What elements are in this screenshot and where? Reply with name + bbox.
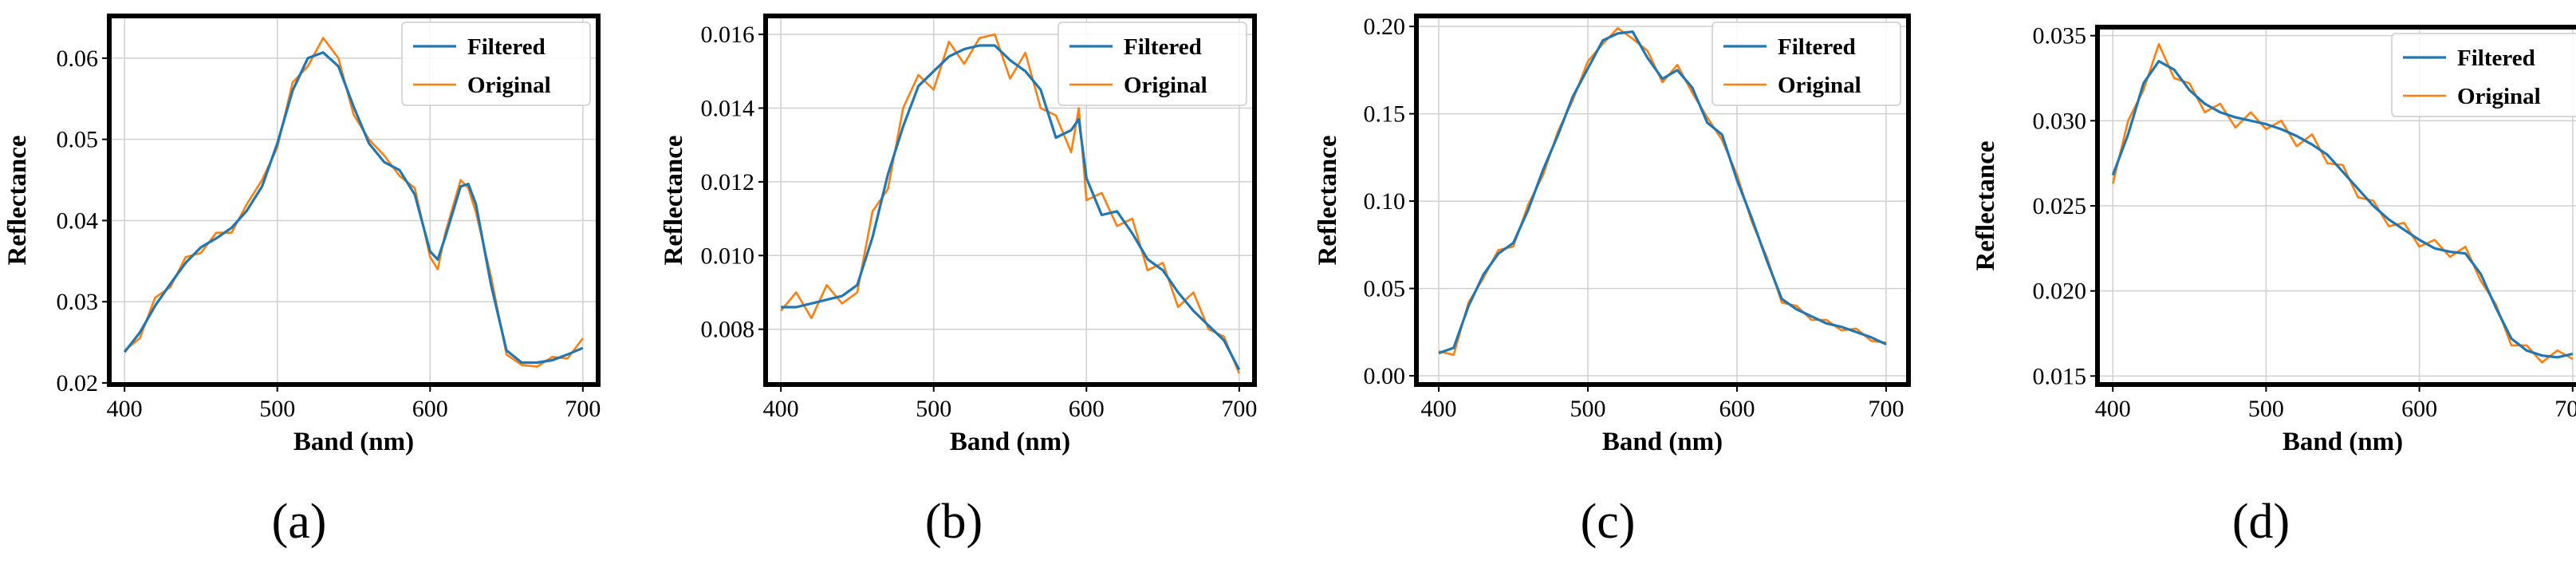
filtered-series-line [2111, 60, 2574, 359]
panel-label: (a) [272, 495, 327, 549]
y-tick-label: 0.030 [2033, 108, 2087, 134]
chart-panel-4: 400 500 600 700 0.015 0.020 0.025 0.030 0.035 Ban… [1971, 23, 2576, 549]
x-tick-label: 500 [259, 396, 295, 422]
y-tick-label: 0.05 [1364, 276, 1406, 302]
y-tick-label: 0.035 [2033, 23, 2087, 49]
y-tick-label: 0.10 [1364, 188, 1406, 215]
y-tick-label: 0.012 [701, 169, 755, 195]
x-axis-label: Band (nm) [950, 428, 1070, 456]
x-tick-label: 400 [2095, 396, 2131, 422]
x-tick-label: 700 [565, 396, 601, 422]
y-axis-label: Reflectance [3, 135, 32, 265]
legend: Filtered Original [1711, 22, 1901, 106]
plot-frame [763, 14, 1257, 387]
original-legend-label: Original [1124, 73, 1207, 98]
x-tick-label: 600 [1719, 396, 1755, 422]
plot-frame [107, 14, 601, 387]
x-axis-label: Band (nm) [293, 428, 414, 456]
filtered-legend-label: Filtered [1124, 34, 1202, 60]
y-tick-label: 0.010 [701, 243, 755, 269]
y-tick-label: 0.03 [57, 289, 99, 315]
x-tick-label: 700 [1868, 396, 1904, 422]
filtered-series-line [1438, 30, 1887, 355]
y-tick-label: 0.06 [57, 45, 99, 72]
y-axis-label: Reflectance [1971, 140, 2000, 270]
x-axis-label: Band (nm) [1602, 428, 1723, 456]
x-tick-label: 700 [2554, 396, 2576, 422]
x-tick-label: 400 [107, 396, 143, 422]
y-tick-label: 0.015 [2033, 363, 2087, 389]
x-tick-label: 500 [1570, 396, 1606, 422]
x-tick-label: 500 [916, 396, 951, 422]
filtered-legend-label: Filtered [1778, 34, 1856, 60]
filtered-legend-label: Filtered [2457, 45, 2535, 71]
y-tick-label: 0.00 [1364, 363, 1406, 389]
y-tick-label: 0.02 [57, 370, 99, 396]
filtered-series-line [123, 51, 584, 365]
y-tick-label: 0.014 [701, 96, 755, 122]
y-tick-label: 0.04 [57, 207, 99, 234]
x-tick-label: 600 [1069, 396, 1105, 422]
y-axis-label: Reflectance [1314, 135, 1342, 265]
x-tick-label: 400 [1421, 396, 1457, 422]
legend: Filtered Original [2391, 33, 2576, 117]
panel-label: (b) [925, 495, 983, 549]
x-tick-label: 400 [763, 396, 799, 422]
original-series-line [2111, 42, 2574, 364]
panel-label: (c) [1581, 495, 1636, 549]
x-tick-label: 700 [1221, 396, 1257, 422]
chart-panel-2: 400 500 600 700 0.008 0.010 0.012 0.014 0.016 Ban… [660, 14, 1257, 549]
y-tick-label: 0.025 [2033, 193, 2087, 219]
y-tick-label: 0.20 [1364, 14, 1406, 40]
filtered-legend-label: Filtered [467, 34, 546, 60]
original-series-line [1438, 26, 1887, 357]
x-tick-label: 500 [2248, 396, 2284, 422]
y-tick-label: 0.15 [1364, 101, 1406, 128]
legend: Filtered Original [401, 22, 591, 106]
x-tick-label: 600 [412, 396, 448, 422]
chart-panel-1: 400 500 600 700 0.02 0.03 0.04 0.05 0.06 Band (nm… [3, 14, 601, 549]
y-tick-label: 0.008 [701, 317, 755, 343]
filtered-series-line [781, 44, 1241, 371]
x-axis-label: Band (nm) [2283, 428, 2403, 456]
y-tick-label: 0.016 [701, 22, 755, 48]
plot-frame [1414, 14, 1911, 387]
panel-label: (d) [2232, 495, 2290, 549]
chart-panel-3: 400 500 600 700 0.00 0.05 0.10 0.15 0.20 Band (nm… [1314, 14, 1911, 549]
legend: Filtered Original [1058, 22, 1247, 106]
original-legend-label: Original [2457, 84, 2541, 109]
y-axis-label: Reflectance [660, 135, 688, 265]
y-tick-label: 0.05 [57, 127, 99, 153]
y-tick-label: 0.020 [2033, 278, 2087, 305]
x-tick-label: 600 [2401, 396, 2437, 422]
original-legend-label: Original [467, 73, 551, 98]
original-legend-label: Original [1778, 73, 1861, 98]
